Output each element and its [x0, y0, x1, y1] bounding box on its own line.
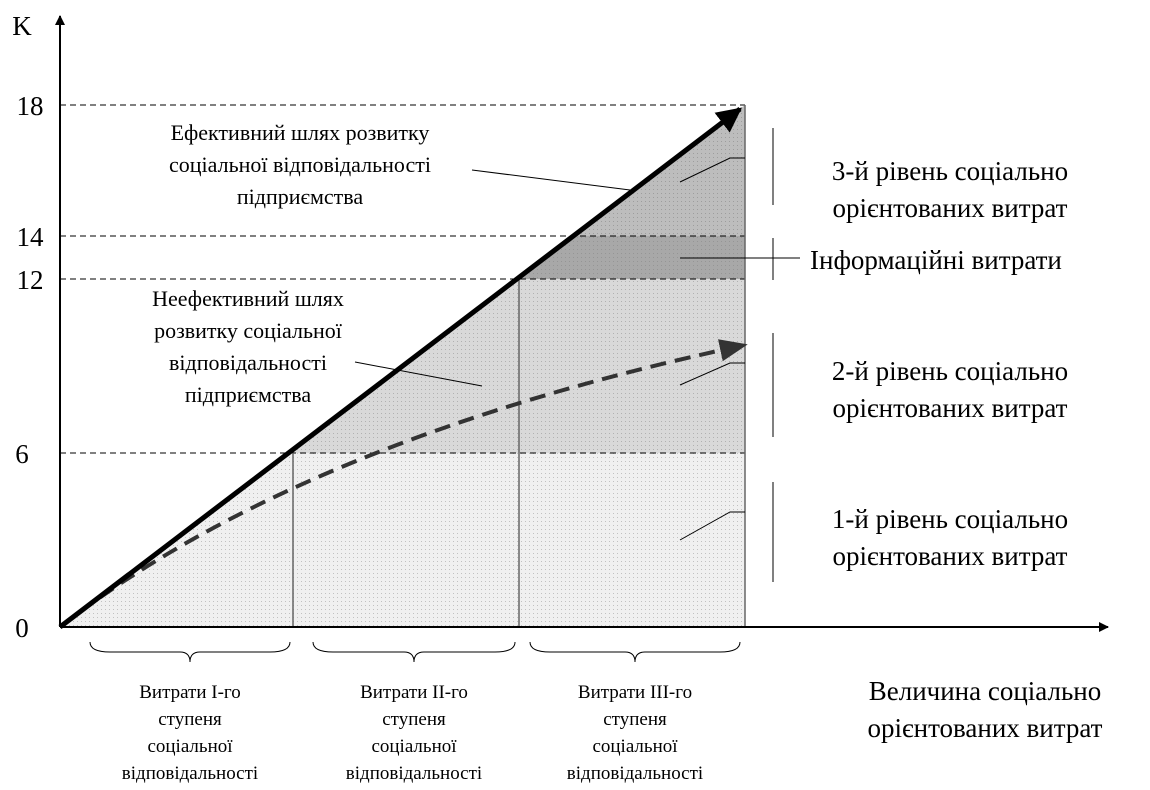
info-costs-label: Інформаційні витрати: [810, 245, 1062, 275]
callout: [679, 157, 745, 183]
stage-label: ступеня: [158, 709, 222, 730]
ineffective-path-label: підприємства: [185, 382, 311, 407]
level-lines: [60, 104, 745, 454]
level-1-label: орієнтованих витрат: [833, 541, 1068, 571]
y-labels: K 0 6 12 14 18: [12, 11, 44, 643]
multiline-texts: Ефективний шлях розвитку соціальної відпо…: [122, 120, 1103, 784]
callout: [354, 361, 483, 387]
info-dots: [517, 236, 745, 279]
ineffective-path: [58, 339, 748, 629]
stage-label: Витрати I-го: [139, 682, 241, 703]
callout: [679, 511, 745, 541]
callout: [471, 169, 631, 191]
ineffective-path-label: відповідальності: [169, 350, 327, 375]
x-axis-label: Величина соціально: [869, 676, 1102, 706]
level-2-dots: [288, 279, 745, 453]
x-axis-label: орієнтованих витрат: [868, 713, 1103, 743]
stage-label: ступеня: [382, 709, 446, 730]
stage-label: ступеня: [603, 709, 667, 730]
y-tick-label: 6: [15, 439, 29, 469]
callout: [679, 362, 745, 386]
stage-label: соціальної: [147, 736, 233, 757]
effective-path-label: Ефективний шлях розвитку: [171, 120, 430, 145]
level-2-label: орієнтованих витрат: [833, 393, 1068, 423]
level-1-dots: [60, 453, 745, 627]
y-tick-label: 0: [15, 613, 29, 643]
y-tick-label: 14: [17, 222, 45, 252]
brace: [312, 641, 516, 663]
stage-label: соціальної: [592, 736, 678, 757]
level-2-label: 2-й рівень соціально: [832, 356, 1068, 386]
stage-label: відповідальності: [122, 763, 258, 784]
y-axis-label: K: [12, 11, 32, 41]
stage-dividers: [292, 105, 746, 627]
brace: [89, 641, 291, 663]
callouts: [89, 128, 800, 663]
stage-label: соціальної: [371, 736, 457, 757]
y-tick-label: 18: [17, 91, 44, 121]
effective-path-label: соціальної відповідальності: [169, 152, 431, 177]
level-3-label: 3-й рівень соціально: [832, 156, 1068, 186]
stage-label: Витрати II-го: [360, 682, 468, 703]
stage-label: Витрати III-го: [578, 682, 692, 703]
stage-label: відповідальності: [346, 763, 482, 784]
brace: [529, 641, 741, 663]
level-1-label: 1-й рівень соціально: [832, 504, 1068, 534]
effective-path: [58, 107, 742, 629]
y-tick-label: 12: [17, 265, 44, 295]
ineffective-path-label: розвитку соціальної: [154, 318, 343, 343]
stage-label: відповідальності: [567, 763, 703, 784]
ineffective-path-label: Неефективний шлях: [152, 286, 344, 311]
level-3-label: орієнтованих витрат: [833, 193, 1068, 223]
effective-path-label: підприємства: [237, 184, 363, 209]
